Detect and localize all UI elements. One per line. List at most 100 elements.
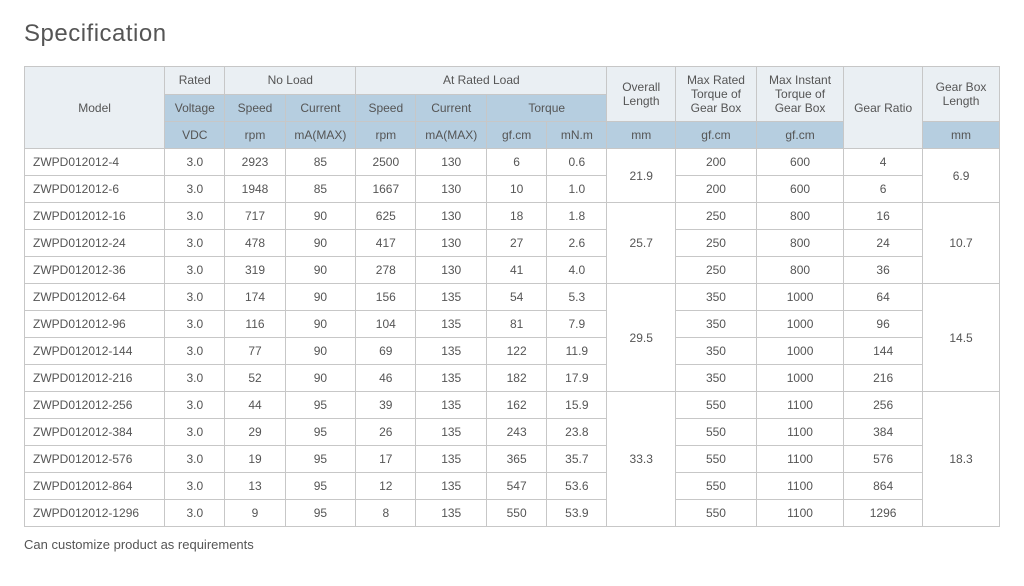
cell: 95 bbox=[285, 446, 356, 473]
cell: 8 bbox=[356, 500, 416, 527]
cell: 26 bbox=[356, 419, 416, 446]
cell: 350 bbox=[675, 365, 756, 392]
cell: 35.7 bbox=[547, 446, 607, 473]
cell: 800 bbox=[756, 203, 843, 230]
cell: 27 bbox=[487, 230, 547, 257]
cell: 85 bbox=[285, 149, 356, 176]
cell: ZWPD012012-4 bbox=[25, 149, 165, 176]
cell: 23.8 bbox=[547, 419, 607, 446]
cell: 13 bbox=[225, 473, 285, 500]
cell: 135 bbox=[416, 338, 487, 365]
cell: 6 bbox=[844, 176, 923, 203]
cell: 46 bbox=[356, 365, 416, 392]
cell: 3.0 bbox=[165, 284, 225, 311]
cell: 10 bbox=[487, 176, 547, 203]
cell: 9 bbox=[225, 500, 285, 527]
cell: 278 bbox=[356, 257, 416, 284]
cell: ZWPD012012-64 bbox=[25, 284, 165, 311]
table-body: ZWPD012012-43.0292385250013060.621.92006… bbox=[25, 149, 1000, 527]
cell: 19 bbox=[225, 446, 285, 473]
cell: 3.0 bbox=[165, 365, 225, 392]
table-row: ZWPD012012-2163.052904613518217.93501000… bbox=[25, 365, 1000, 392]
cell: 69 bbox=[356, 338, 416, 365]
cell: 800 bbox=[756, 230, 843, 257]
cell: 17 bbox=[356, 446, 416, 473]
cell: 162 bbox=[487, 392, 547, 419]
cell: ZWPD012012-6 bbox=[25, 176, 165, 203]
unit-rpm1: rpm bbox=[225, 122, 285, 149]
table-row: ZWPD012012-963.011690104135817.935010009… bbox=[25, 311, 1000, 338]
cell: 33.3 bbox=[607, 392, 676, 527]
cell: 256 bbox=[844, 392, 923, 419]
cell: 90 bbox=[285, 257, 356, 284]
cell: 1000 bbox=[756, 338, 843, 365]
cell: 135 bbox=[416, 500, 487, 527]
cell: 52 bbox=[225, 365, 285, 392]
cell: 243 bbox=[487, 419, 547, 446]
cell: 6.9 bbox=[923, 149, 1000, 203]
cell: 1948 bbox=[225, 176, 285, 203]
cell: 547 bbox=[487, 473, 547, 500]
cell: 95 bbox=[285, 392, 356, 419]
cell: 144 bbox=[844, 338, 923, 365]
cell: ZWPD012012-96 bbox=[25, 311, 165, 338]
cell: 3.0 bbox=[165, 203, 225, 230]
cell: 3.0 bbox=[165, 149, 225, 176]
cell: ZWPD012012-36 bbox=[25, 257, 165, 284]
col-nl-curr: Current bbox=[285, 94, 356, 122]
cell: 3.0 bbox=[165, 338, 225, 365]
table-row: ZWPD012012-163.071790625130181.825.72508… bbox=[25, 203, 1000, 230]
col-torque: Torque bbox=[487, 94, 607, 122]
cell: 90 bbox=[285, 230, 356, 257]
cell: 14.5 bbox=[923, 284, 1000, 392]
cell: 36 bbox=[844, 257, 923, 284]
table-row: ZWPD012012-243.047890417130272.625080024 bbox=[25, 230, 1000, 257]
cell: 3.0 bbox=[165, 230, 225, 257]
cell: 135 bbox=[416, 365, 487, 392]
cell: 1100 bbox=[756, 446, 843, 473]
unit-gfcm3: gf.cm bbox=[756, 122, 843, 149]
cell: ZWPD012012-864 bbox=[25, 473, 165, 500]
cell: ZWPD012012-1296 bbox=[25, 500, 165, 527]
cell: 44 bbox=[225, 392, 285, 419]
col-rated: Rated bbox=[165, 67, 225, 95]
cell: 350 bbox=[675, 284, 756, 311]
cell: 90 bbox=[285, 338, 356, 365]
cell: 17.9 bbox=[547, 365, 607, 392]
cell: 3.0 bbox=[165, 311, 225, 338]
cell: 182 bbox=[487, 365, 547, 392]
cell: ZWPD012012-24 bbox=[25, 230, 165, 257]
cell: 576 bbox=[844, 446, 923, 473]
cell: 90 bbox=[285, 203, 356, 230]
cell: 7.9 bbox=[547, 311, 607, 338]
cell: 10.7 bbox=[923, 203, 1000, 284]
cell: 1000 bbox=[756, 284, 843, 311]
cell: 384 bbox=[844, 419, 923, 446]
cell: 1100 bbox=[756, 500, 843, 527]
cell: 550 bbox=[487, 500, 547, 527]
cell: 2923 bbox=[225, 149, 285, 176]
cell: 135 bbox=[416, 446, 487, 473]
cell: 864 bbox=[844, 473, 923, 500]
cell: 90 bbox=[285, 311, 356, 338]
table-row: ZWPD012012-3843.029952613524323.85501100… bbox=[25, 419, 1000, 446]
cell: 96 bbox=[844, 311, 923, 338]
cell: 122 bbox=[487, 338, 547, 365]
cell: 15.9 bbox=[547, 392, 607, 419]
cell: 135 bbox=[416, 392, 487, 419]
col-nl-speed: Speed bbox=[225, 94, 285, 122]
unit-gfcm2: gf.cm bbox=[675, 122, 756, 149]
cell: 18 bbox=[487, 203, 547, 230]
cell: 16 bbox=[844, 203, 923, 230]
cell: 1000 bbox=[756, 311, 843, 338]
cell: 1.0 bbox=[547, 176, 607, 203]
cell: 4.0 bbox=[547, 257, 607, 284]
cell: 25.7 bbox=[607, 203, 676, 284]
cell: 1100 bbox=[756, 419, 843, 446]
cell: ZWPD012012-16 bbox=[25, 203, 165, 230]
cell: 717 bbox=[225, 203, 285, 230]
cell: 3.0 bbox=[165, 419, 225, 446]
col-r-speed: Speed bbox=[356, 94, 416, 122]
cell: 5.3 bbox=[547, 284, 607, 311]
col-gbl: Gear Box Length bbox=[923, 67, 1000, 122]
